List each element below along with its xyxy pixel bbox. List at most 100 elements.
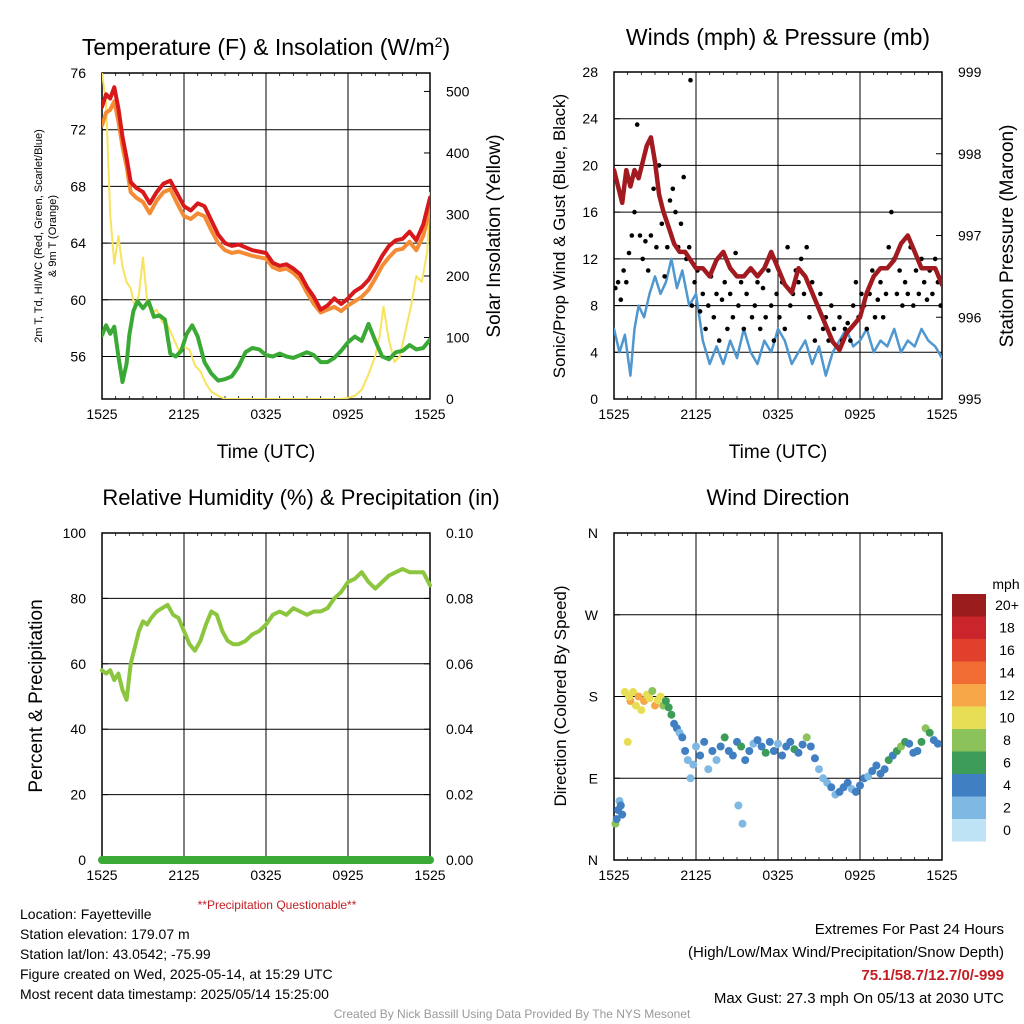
extremes-block: Extremes For Past 24 Hours (High/Low/Max… — [688, 918, 1004, 1010]
rh-ytick-right-label: 0.00 — [446, 852, 473, 868]
winds-xtick-label: 0325 — [762, 406, 793, 422]
gust-point — [889, 209, 894, 215]
gust-point — [722, 279, 727, 285]
gust-point — [667, 198, 673, 203]
temp-ytick-label: 72 — [70, 122, 86, 138]
gust-point — [798, 256, 804, 262]
gust-point — [859, 291, 864, 297]
gust-point — [703, 326, 708, 332]
speed-legend-swatch — [952, 706, 986, 729]
gust-point — [665, 244, 670, 250]
gust-point — [902, 279, 908, 285]
winds-ylabel-right: Station Pressure (Maroon) — [997, 125, 1018, 348]
gust-point — [848, 338, 853, 343]
temp-ytick-label: 68 — [70, 178, 86, 194]
direction-point — [757, 742, 766, 751]
winds-ytick-right-label: 996 — [958, 309, 982, 325]
direction-point — [786, 737, 795, 746]
temp-ytick-right-label: 400 — [446, 145, 470, 161]
gust-point — [938, 303, 942, 308]
direction-point — [880, 765, 889, 774]
direction-point — [700, 737, 709, 746]
gust-point — [880, 315, 886, 320]
gust-point — [771, 338, 777, 343]
gust-point — [670, 186, 676, 192]
winds-ytick-right-label: 999 — [958, 64, 982, 80]
rh-ytick-right-label: 0.08 — [446, 590, 473, 606]
gust-point — [730, 315, 736, 320]
direction-point — [815, 765, 823, 774]
speed-legend-swatch — [952, 774, 986, 797]
winds-ytick-label: 16 — [582, 204, 598, 220]
direction-point — [686, 774, 695, 783]
gust-point — [766, 268, 771, 273]
gust-point — [853, 279, 859, 285]
gust-point — [688, 77, 693, 83]
speed-legend-title: mph — [992, 576, 1019, 592]
temp-xtick-label: 2125 — [168, 406, 199, 422]
gust-point — [875, 297, 881, 303]
direction-point — [798, 740, 807, 749]
direction-point — [648, 687, 657, 695]
dir-xtick-label: 0925 — [844, 867, 875, 883]
direction-point — [683, 756, 692, 765]
direction-point — [868, 767, 877, 775]
speed-legend-swatch — [952, 751, 986, 774]
speed-legend-swatch — [952, 684, 986, 707]
direction-point — [765, 737, 774, 746]
extremes-title: Extremes For Past 24 Hours — [814, 921, 1004, 938]
direction-point — [856, 781, 864, 790]
gust-point — [654, 244, 659, 250]
gust-point — [845, 320, 850, 326]
temp-ytick-label: 76 — [70, 65, 86, 81]
winds-xtick-label: 2125 — [680, 406, 711, 422]
direction-point — [917, 737, 926, 746]
temp-xtick-label: 1525 — [414, 406, 445, 422]
elevation-text: Station elevation: 179.07 m — [20, 926, 190, 942]
rh-ytick-label: 100 — [63, 525, 87, 541]
direction-point — [661, 697, 670, 705]
speed-legend-swatch — [952, 616, 986, 639]
direction-point — [745, 747, 754, 755]
winds-frame — [613, 71, 943, 400]
gust-point — [618, 297, 624, 303]
temp-ytick-right-label: 100 — [446, 329, 470, 345]
temp-xtick-label: 1525 — [86, 406, 117, 422]
rh-ytick-label: 40 — [70, 721, 86, 737]
direction-point — [645, 694, 654, 703]
direction-point — [872, 761, 881, 770]
gust-point — [632, 209, 637, 215]
gust-point — [673, 209, 678, 215]
winds-ytick-label: 0 — [590, 391, 598, 407]
gust-point — [706, 303, 711, 308]
gust-point — [760, 285, 766, 291]
speed-legend-swatch — [952, 639, 986, 662]
direction-point — [774, 739, 782, 748]
gust-point — [782, 326, 788, 332]
direction-point — [704, 765, 713, 774]
gust-point — [621, 268, 626, 273]
temp-title: Temperature (F) & Insolation (W/m2) — [82, 34, 450, 60]
speed-legend-swatch — [952, 796, 986, 819]
gust-point — [932, 256, 938, 262]
temp-ylabel-left-2: & 9m T (Orange) — [47, 195, 59, 277]
gust-point — [886, 244, 891, 250]
gust-point — [894, 291, 900, 297]
direction-point — [720, 733, 729, 742]
temp-ytick-label: 60 — [70, 292, 86, 308]
gust-point — [916, 291, 922, 297]
station-info: Location: Fayetteville Station elevation… — [20, 904, 333, 1004]
gust-point — [744, 291, 749, 297]
gust-point — [656, 163, 662, 168]
rh-xtick-label: 1525 — [86, 867, 117, 883]
speed-legend-label: 20+ — [995, 597, 1019, 613]
gust-point — [614, 285, 618, 291]
temp-series-group — [102, 73, 430, 399]
dir-ytick-label: W — [585, 607, 599, 623]
direction-point — [827, 783, 836, 792]
temp-series-line-td — [102, 299, 430, 384]
direction-point — [618, 810, 627, 819]
winds-ytick-label: 24 — [582, 111, 598, 127]
gust-point — [662, 274, 667, 279]
winds-xtick-label: 1525 — [598, 406, 629, 422]
